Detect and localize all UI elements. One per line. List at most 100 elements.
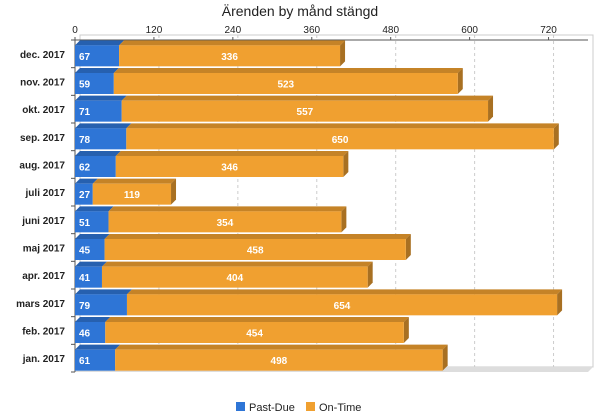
bar-past-due [75, 68, 119, 94]
data-label: 557 [297, 107, 314, 118]
bar-on-time [104, 234, 411, 260]
bar-on-time-side [405, 234, 411, 260]
data-label: 336 [221, 52, 238, 63]
bar-past-due [75, 178, 98, 205]
legend-swatch [236, 402, 245, 411]
bar-past-due-front [75, 183, 93, 205]
legend-label: Past-Due [249, 402, 295, 414]
x-tick-label: 600 [461, 25, 478, 36]
y-tick-label: okt. 2017 [22, 105, 65, 116]
data-label: 45 [79, 246, 91, 257]
bar-on-time-top [108, 206, 347, 212]
bar-on-time-top [115, 151, 349, 156]
bar-past-due-front [75, 239, 105, 260]
legend-label: On-Time [319, 402, 361, 414]
data-label: 51 [79, 218, 91, 229]
bar-past-due-top [75, 344, 121, 350]
bar-on-time-side [171, 178, 177, 205]
bar-on-time-side [340, 40, 346, 67]
data-label: 46 [79, 329, 91, 340]
x-tick-label: 480 [382, 25, 399, 36]
y-tick-label: mars 2017 [16, 299, 65, 310]
bar-on-time-side [367, 261, 373, 288]
bar-on-time-side [553, 123, 559, 150]
bar-on-time-side [341, 206, 347, 233]
data-label: 458 [247, 246, 264, 257]
bar-on-time [115, 344, 448, 371]
bar-past-due-top [75, 68, 119, 73]
bar-past-due-front [75, 322, 106, 343]
bar-on-time-front [101, 266, 368, 288]
bar-on-time-front [92, 183, 172, 205]
bar-past-due-top [75, 261, 107, 267]
bar-on-time-front [115, 156, 344, 177]
bar-past-due [75, 317, 111, 343]
bar-on-time-top [113, 68, 463, 73]
bar-past-due-front [75, 100, 122, 122]
data-label: 61 [79, 356, 91, 367]
x-tick-label: 720 [540, 25, 557, 36]
bar-on-time-front [105, 322, 404, 343]
data-label: 650 [332, 135, 349, 146]
bar-on-time-side [442, 344, 448, 371]
bar-past-due [75, 234, 110, 260]
legend-swatch [306, 402, 315, 411]
y-tick-label: juli 2017 [25, 188, 66, 199]
y-tick-label: aug. 2017 [19, 161, 65, 172]
data-label: 454 [246, 329, 263, 340]
data-label: 119 [124, 190, 141, 201]
y-tick-label: jan. 2017 [22, 354, 66, 365]
bar-past-due-front [75, 294, 127, 316]
y-tick-label: sep. 2017 [20, 133, 65, 144]
bar-past-due-top [75, 206, 114, 212]
bar-on-time-top [126, 123, 559, 129]
data-label: 59 [79, 80, 91, 91]
data-label: 523 [277, 80, 294, 91]
bar-on-time [101, 261, 373, 288]
y-tick-label: juni 2017 [21, 216, 65, 227]
x-tick-label: 0 [72, 25, 78, 36]
data-label: 67 [79, 52, 91, 63]
bar-on-time-top [115, 344, 448, 350]
bar-past-due-front [75, 156, 116, 177]
data-label: 498 [271, 356, 288, 367]
bar-past-due-top [75, 289, 132, 295]
x-tick-label: 360 [303, 25, 320, 36]
legend-item: Past-Due [236, 402, 295, 414]
bar-on-time-side [557, 289, 563, 316]
bar-on-time [105, 317, 409, 343]
bar-on-time [121, 95, 494, 122]
data-label: 346 [221, 163, 238, 174]
bar-on-time-front [115, 349, 443, 371]
bar-on-time-front [113, 73, 458, 94]
bar-on-time-side [343, 151, 349, 177]
bar-past-due-front [75, 266, 102, 288]
bar-on-time-top [105, 317, 409, 322]
bar-on-time-side [457, 68, 463, 94]
bar-on-time [113, 68, 463, 94]
x-tick-label: 240 [225, 25, 242, 36]
data-label: 27 [79, 190, 91, 201]
legend-item: On-Time [306, 402, 361, 414]
bar-past-due-front [75, 349, 116, 371]
bar-on-time-side [488, 95, 494, 122]
bar-past-due [75, 206, 114, 233]
data-label: 71 [79, 107, 91, 118]
y-tick-label: dec. 2017 [20, 50, 65, 61]
y-tick-label: apr. 2017 [22, 271, 65, 282]
bar-past-due-top [75, 95, 127, 101]
bar-on-time-top [92, 178, 177, 184]
bar-past-due-front [75, 45, 120, 67]
bar-past-due [75, 344, 121, 371]
bar-on-time [108, 206, 347, 233]
bar-on-time [126, 289, 563, 316]
bar-on-time-top [121, 95, 494, 101]
bar-on-time-top [101, 261, 373, 267]
data-label: 41 [79, 273, 91, 284]
data-label: 78 [79, 135, 91, 146]
bar-on-time-top [126, 289, 563, 295]
bar-past-due-top [75, 178, 98, 184]
data-label: 79 [79, 301, 91, 312]
y-tick-label: feb. 2017 [22, 327, 65, 338]
